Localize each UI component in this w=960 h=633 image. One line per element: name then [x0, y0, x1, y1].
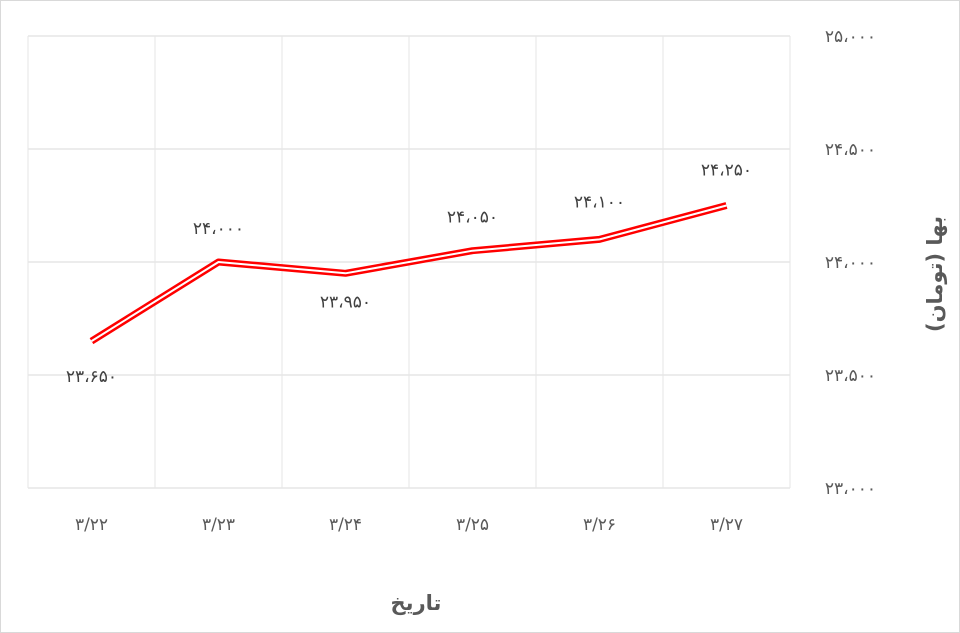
series-group	[89, 202, 728, 345]
y-tick-label: ۲۴،۵۰۰	[825, 140, 876, 160]
data-label: ۲۴،۰۵۰	[447, 208, 498, 228]
data-label: ۲۳،۹۵۰	[320, 292, 371, 312]
x-tick-label: ۳/۲۲	[75, 515, 108, 535]
x-tick-label: ۳/۲۳	[202, 515, 235, 535]
x-tick-label: ۳/۲۵	[456, 515, 489, 535]
y-axis-title: بها (تومان)	[923, 216, 947, 332]
y-axis-ticks: ۲۳،۰۰۰ ۲۳،۵۰۰ ۲۴،۰۰۰ ۲۴،۵۰۰ ۲۵،۰۰۰	[825, 27, 876, 499]
y-tick-label: ۲۳،۰۰۰	[825, 479, 876, 499]
y-tick-label: ۲۳،۵۰۰	[825, 366, 876, 386]
series-line-inner	[90, 204, 727, 342]
data-labels: ۲۳،۶۵۰ ۲۴،۰۰۰ ۲۳،۹۵۰ ۲۴،۰۵۰ ۲۴،۱۰۰ ۲۴،۲۵۰	[66, 161, 752, 388]
data-label: ۲۴،۰۰۰	[193, 219, 244, 239]
x-tick-label: ۳/۲۶	[583, 515, 616, 535]
data-label: ۲۳،۶۵۰	[66, 367, 117, 387]
y-tick-label: ۲۴،۰۰۰	[825, 253, 876, 273]
y-tick-label: ۲۵،۰۰۰	[825, 27, 876, 47]
x-axis-title: تاریخ	[391, 591, 442, 615]
x-tick-label: ۳/۲۷	[710, 515, 743, 535]
data-label: ۲۴،۲۵۰	[701, 161, 752, 181]
data-label: ۲۴،۱۰۰	[574, 192, 625, 212]
x-tick-label: ۳/۲۴	[329, 515, 362, 535]
x-axis-ticks: ۳/۲۲ ۳/۲۳ ۳/۲۴ ۳/۲۵ ۳/۲۶ ۳/۲۷	[75, 515, 743, 535]
